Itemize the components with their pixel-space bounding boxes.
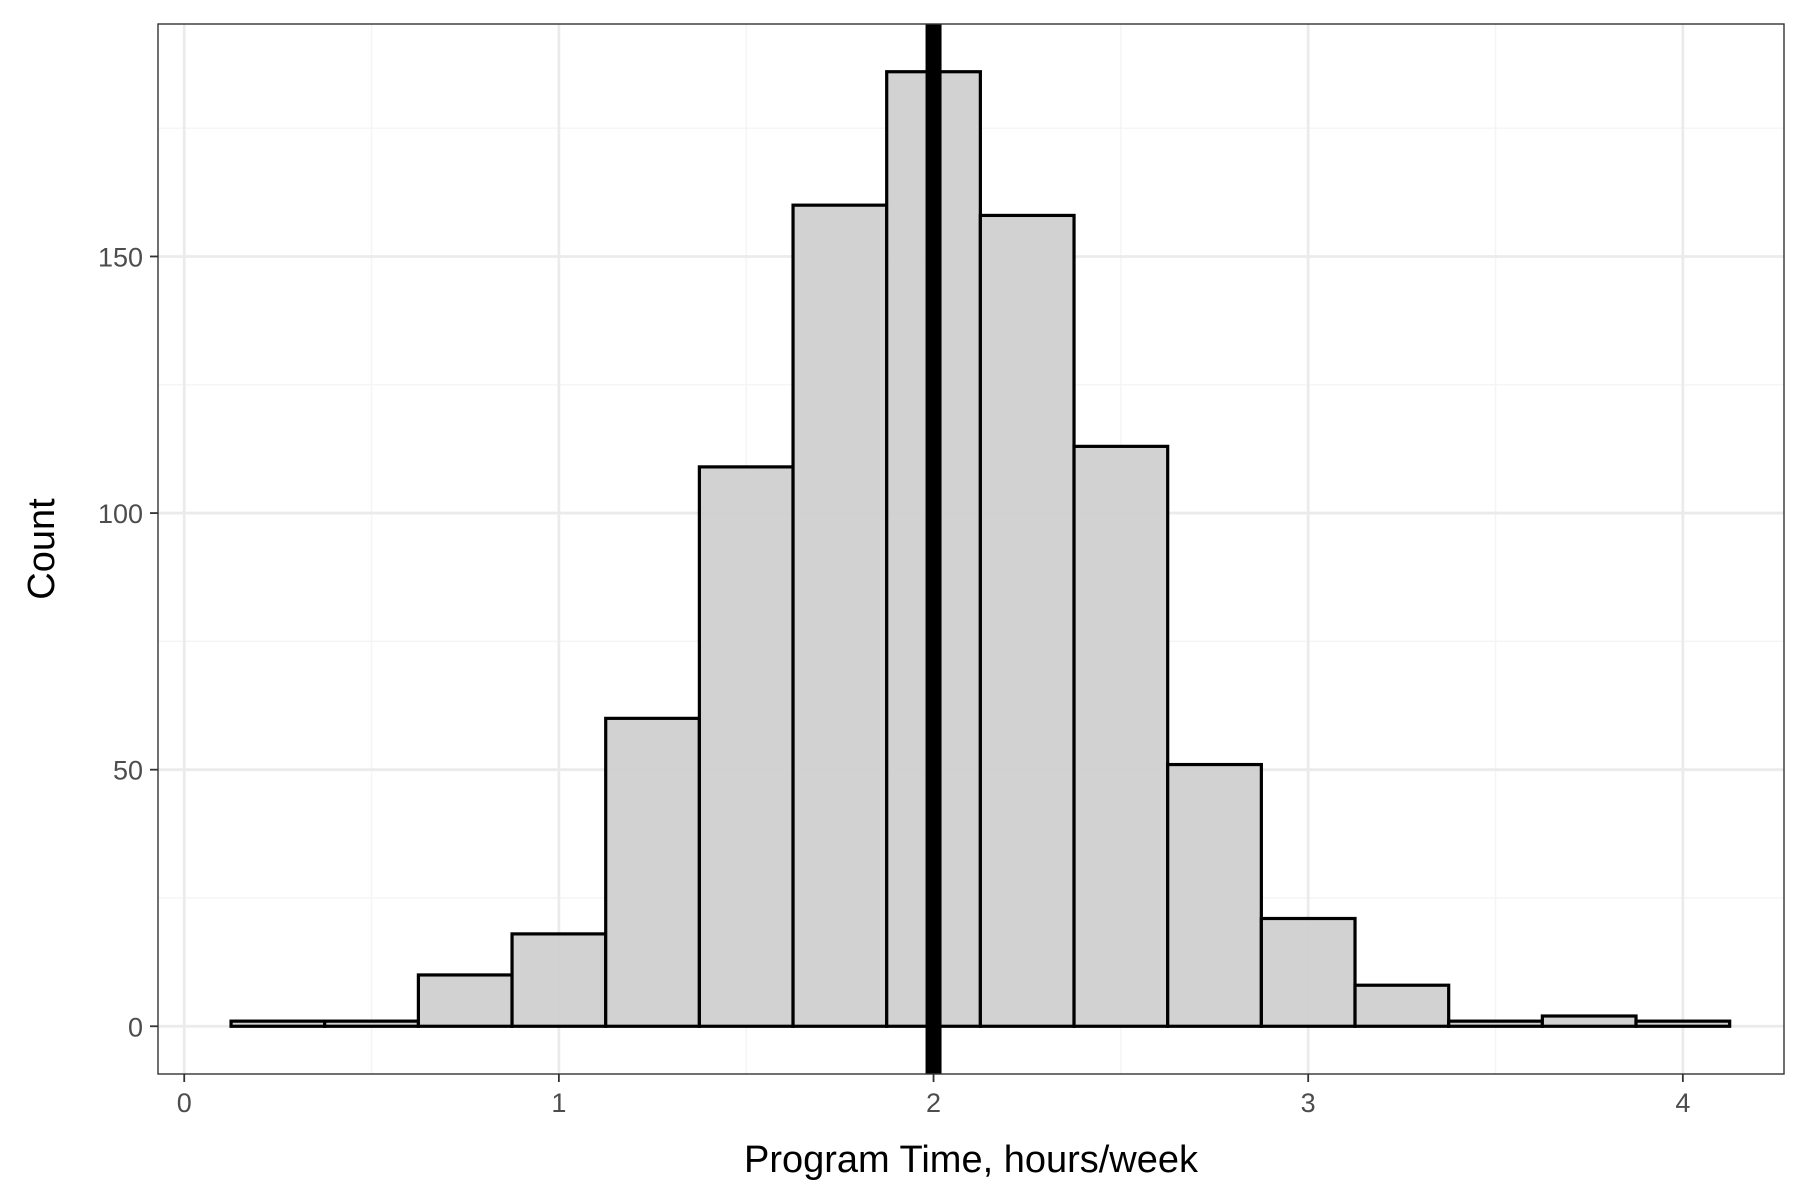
y-tick-label-2: 100 [98, 499, 143, 529]
histogram-bar-15 [1634, 1019, 1732, 1028]
histogram-bar-12 [1353, 983, 1451, 1028]
histogram-bar-13 [1447, 1019, 1544, 1028]
histogram-bar-1 [323, 1019, 420, 1028]
y-axis-title: Count [21, 498, 63, 600]
y-axis-tick-labels: 0 50 100 150 [98, 242, 143, 1042]
y-tick-label-1: 50 [113, 756, 143, 786]
histogram-bar-6 [791, 203, 889, 1028]
histogram-bar-4 [604, 716, 701, 1028]
plot-panel-border [157, 23, 1785, 1075]
histogram-bar-8 [978, 213, 1076, 1028]
histogram-bar-0 [229, 1019, 327, 1028]
x-tick-label-0: 0 [177, 1088, 192, 1118]
histogram-bar-10 [1166, 762, 1263, 1028]
x-tick-label-4: 4 [1675, 1088, 1690, 1118]
x-axis-title: Program Time, hours/week [744, 1139, 1199, 1181]
x-tick-label-2: 2 [926, 1088, 941, 1118]
axis-ticks [150, 255, 1684, 1082]
histogram-bar-11 [1259, 916, 1357, 1028]
y-tick-label-0: 0 [128, 1012, 143, 1042]
histogram-bar-5 [697, 465, 795, 1028]
x-axis-tick-labels: 0 1 2 3 4 [177, 1088, 1691, 1118]
y-tick-label-3: 150 [98, 242, 143, 272]
histogram-bar-3 [510, 932, 608, 1028]
histogram-bar-2 [416, 973, 514, 1028]
x-tick-label-3: 3 [1301, 1088, 1316, 1118]
histogram-bar-14 [1540, 1014, 1638, 1028]
histogram-bar-9 [1072, 444, 1170, 1028]
x-tick-label-1: 1 [551, 1088, 566, 1118]
